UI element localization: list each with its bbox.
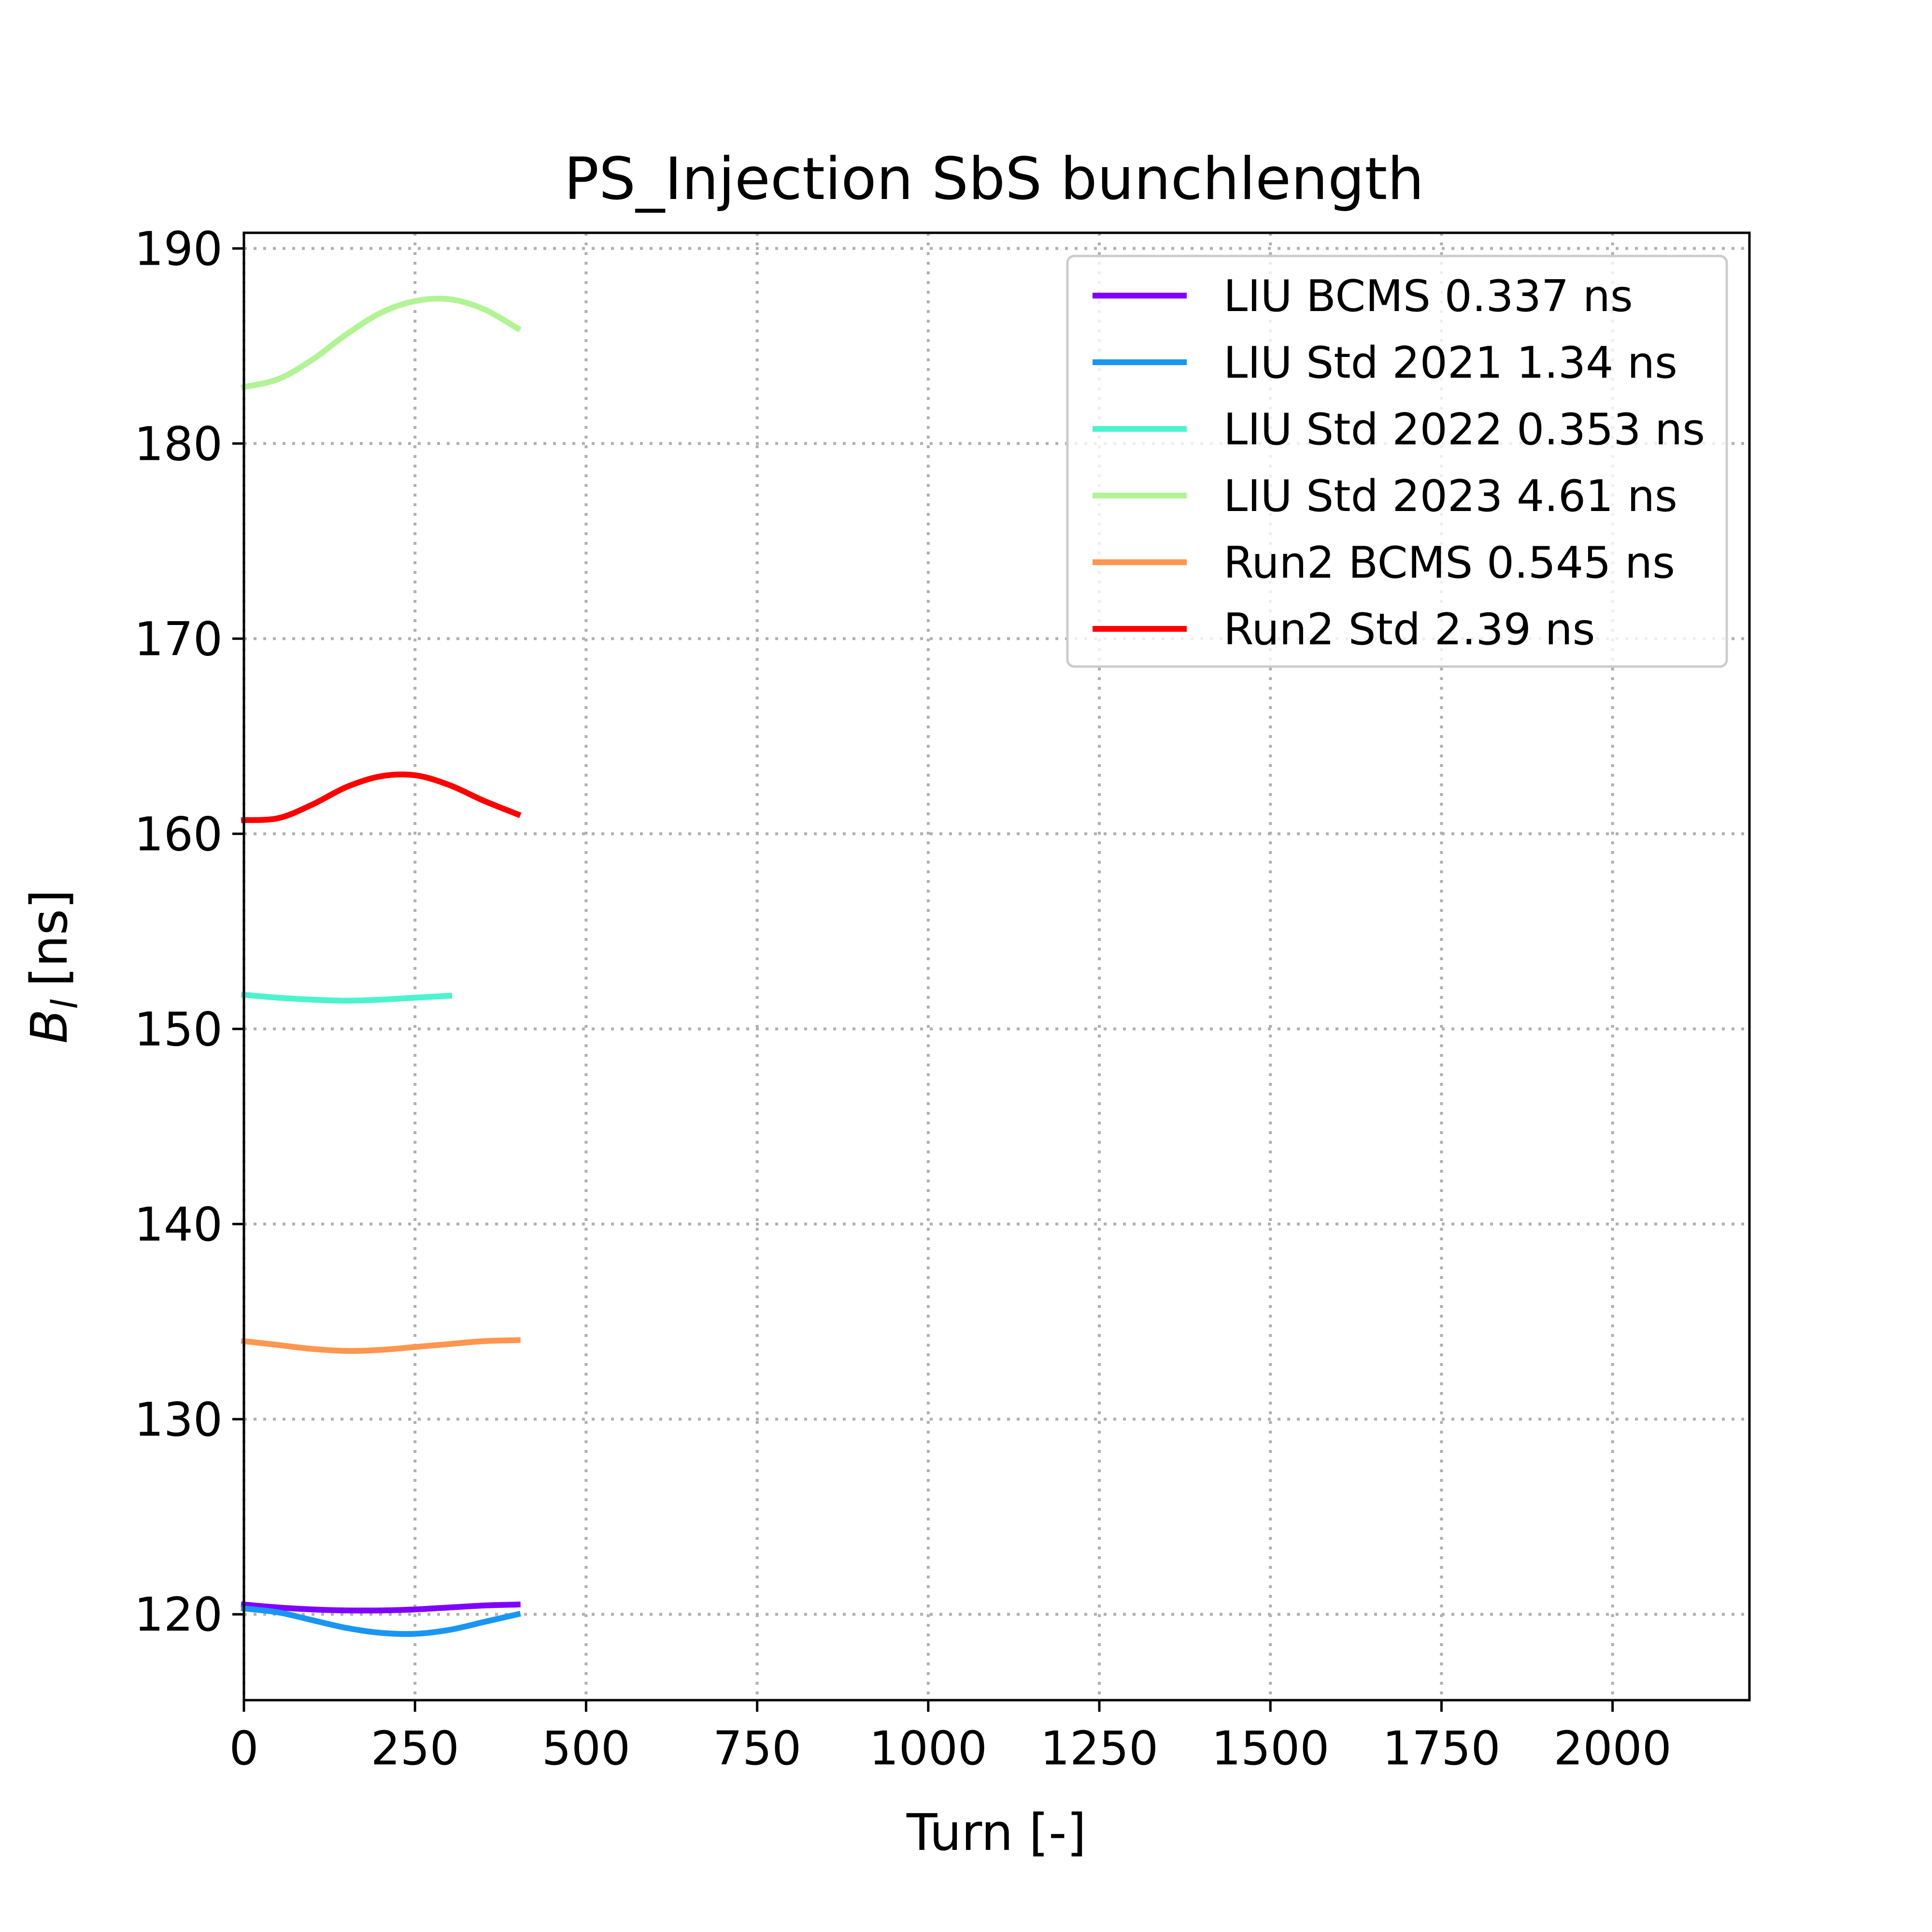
x-tick-label: 1250: [1040, 1721, 1158, 1776]
x-tick-label: 500: [542, 1721, 630, 1776]
legend-label-3: LIU Std 2022 0.353 ns: [1223, 404, 1705, 455]
legend: LIU BCMS 0.337 ns LIU Std 2021 1.34 ns LIU…: [1066, 255, 1728, 668]
y-tick-label: 190: [134, 222, 223, 276]
y-axis-label: Bl [ns]: [20, 889, 86, 1043]
y-tick-label: 180: [134, 417, 223, 471]
x-axis-label: Turn [-]: [906, 1803, 1086, 1862]
y-tick-label: 170: [134, 612, 223, 666]
legend-label-4: LIU Std 2023 4.61 ns: [1223, 471, 1677, 522]
y-tick-label: 120: [134, 1588, 223, 1642]
series-layer: [240, 296, 522, 1637]
series-line-6: [241, 771, 522, 824]
series-line-1: [241, 1601, 521, 1614]
legend-label-5: Run2 BCMS 0.545 ns: [1223, 538, 1675, 588]
y-axis-label-symbol: B: [20, 1009, 79, 1043]
x-tick-label: 1500: [1211, 1721, 1329, 1776]
legend-label-6: Run2 Std 2.39 ns: [1223, 604, 1595, 655]
x-tick-label: 2000: [1553, 1721, 1671, 1776]
series-line-5: [241, 1337, 521, 1354]
series-line-4: [240, 296, 522, 391]
legend-label-2: LIU Std 2021 1.34 ns: [1223, 338, 1677, 388]
x-tick-label: 1000: [869, 1721, 987, 1776]
x-axis: 0 250 500 750 1000 1250 1500 1750 2000: [229, 1700, 1672, 1776]
x-tick-label: 1750: [1382, 1721, 1500, 1776]
y-tick-label: 160: [134, 807, 223, 861]
chart-title: PS_Injection SbS bunchlength: [564, 146, 1424, 213]
y-tick-label: 130: [134, 1392, 223, 1447]
plot-frame: [242, 231, 1751, 1702]
series-line-3: [241, 992, 453, 1004]
legend-frame: [1066, 255, 1728, 668]
x-tick-label: 750: [713, 1721, 801, 1776]
series-line-2: [241, 1605, 521, 1637]
legend-label-1: LIU BCMS 0.337 ns: [1223, 271, 1633, 322]
y-axis-label-unit: [ns]: [20, 889, 79, 986]
y-tick-label: 150: [134, 1002, 223, 1056]
x-tick-label: 250: [371, 1721, 459, 1776]
y-axis-label-subscript: l: [44, 999, 86, 1009]
y-tick-label: 140: [134, 1197, 223, 1251]
y-axis: 120 130 140 150 160 170 180 190: [134, 222, 244, 1642]
x-tick-label: 0: [229, 1721, 258, 1776]
